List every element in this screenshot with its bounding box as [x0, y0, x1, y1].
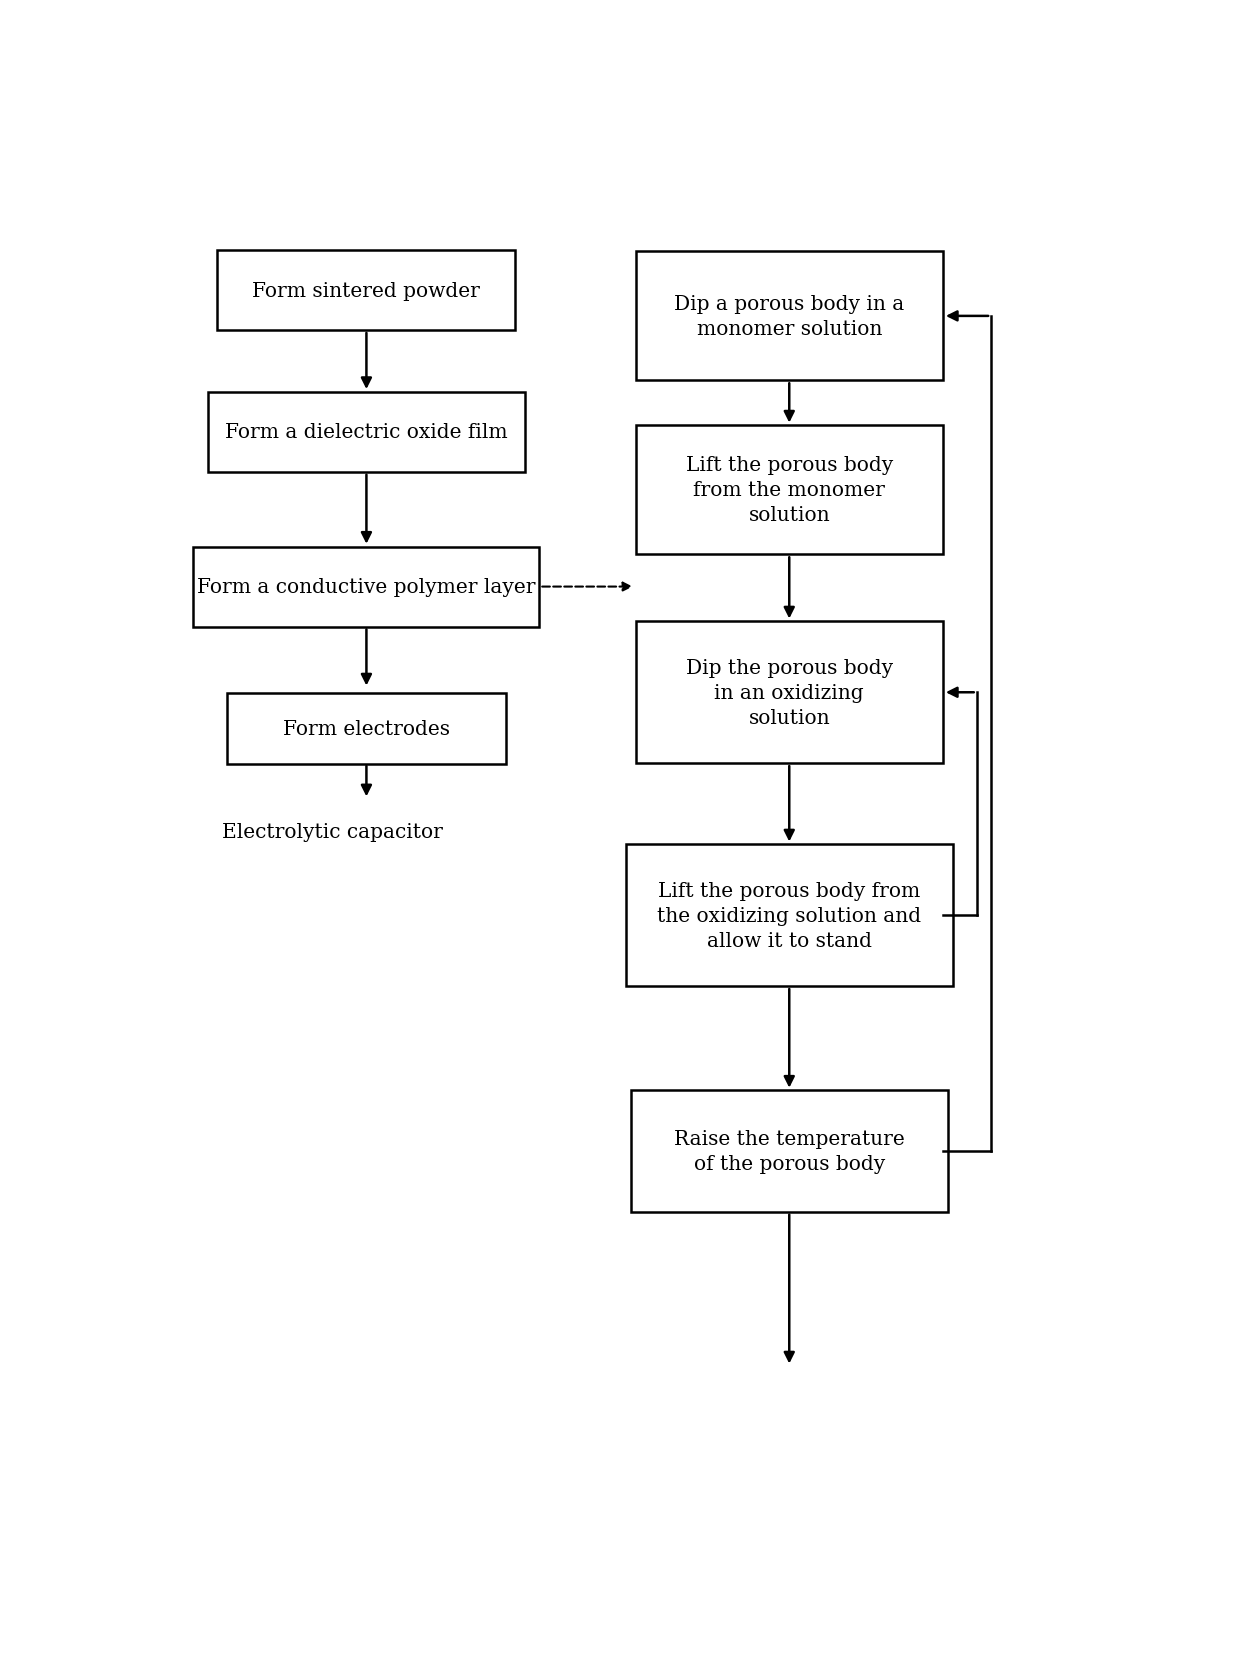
Bar	[193, 547, 539, 627]
Bar	[635, 427, 942, 555]
Text: Lift the porous body
from the monomer
solution: Lift the porous body from the monomer so…	[686, 457, 893, 525]
Text: Form electrodes: Form electrodes	[283, 719, 450, 738]
Bar	[626, 845, 952, 987]
Text: Dip a porous body in a
monomer solution: Dip a porous body in a monomer solution	[675, 294, 904, 338]
Text: Lift the porous body from
the oxidizing solution and
allow it to stand: Lift the porous body from the oxidizing …	[657, 882, 921, 950]
Bar	[208, 393, 525, 472]
Text: Dip the porous body
in an oxidizing
solution: Dip the porous body in an oxidizing solu…	[686, 659, 893, 728]
Bar	[217, 251, 516, 331]
Bar	[631, 1091, 947, 1213]
Text: Form a conductive polymer layer: Form a conductive polymer layer	[197, 577, 536, 597]
Text: Form a dielectric oxide film: Form a dielectric oxide film	[226, 423, 507, 442]
Bar	[227, 694, 506, 765]
Text: Form sintered powder: Form sintered powder	[253, 281, 480, 301]
Text: Raise the temperature
of the porous body: Raise the temperature of the porous body	[673, 1129, 905, 1173]
Bar	[635, 622, 942, 763]
Bar	[635, 253, 942, 381]
Text: Electrolytic capacitor: Electrolytic capacitor	[222, 823, 443, 842]
